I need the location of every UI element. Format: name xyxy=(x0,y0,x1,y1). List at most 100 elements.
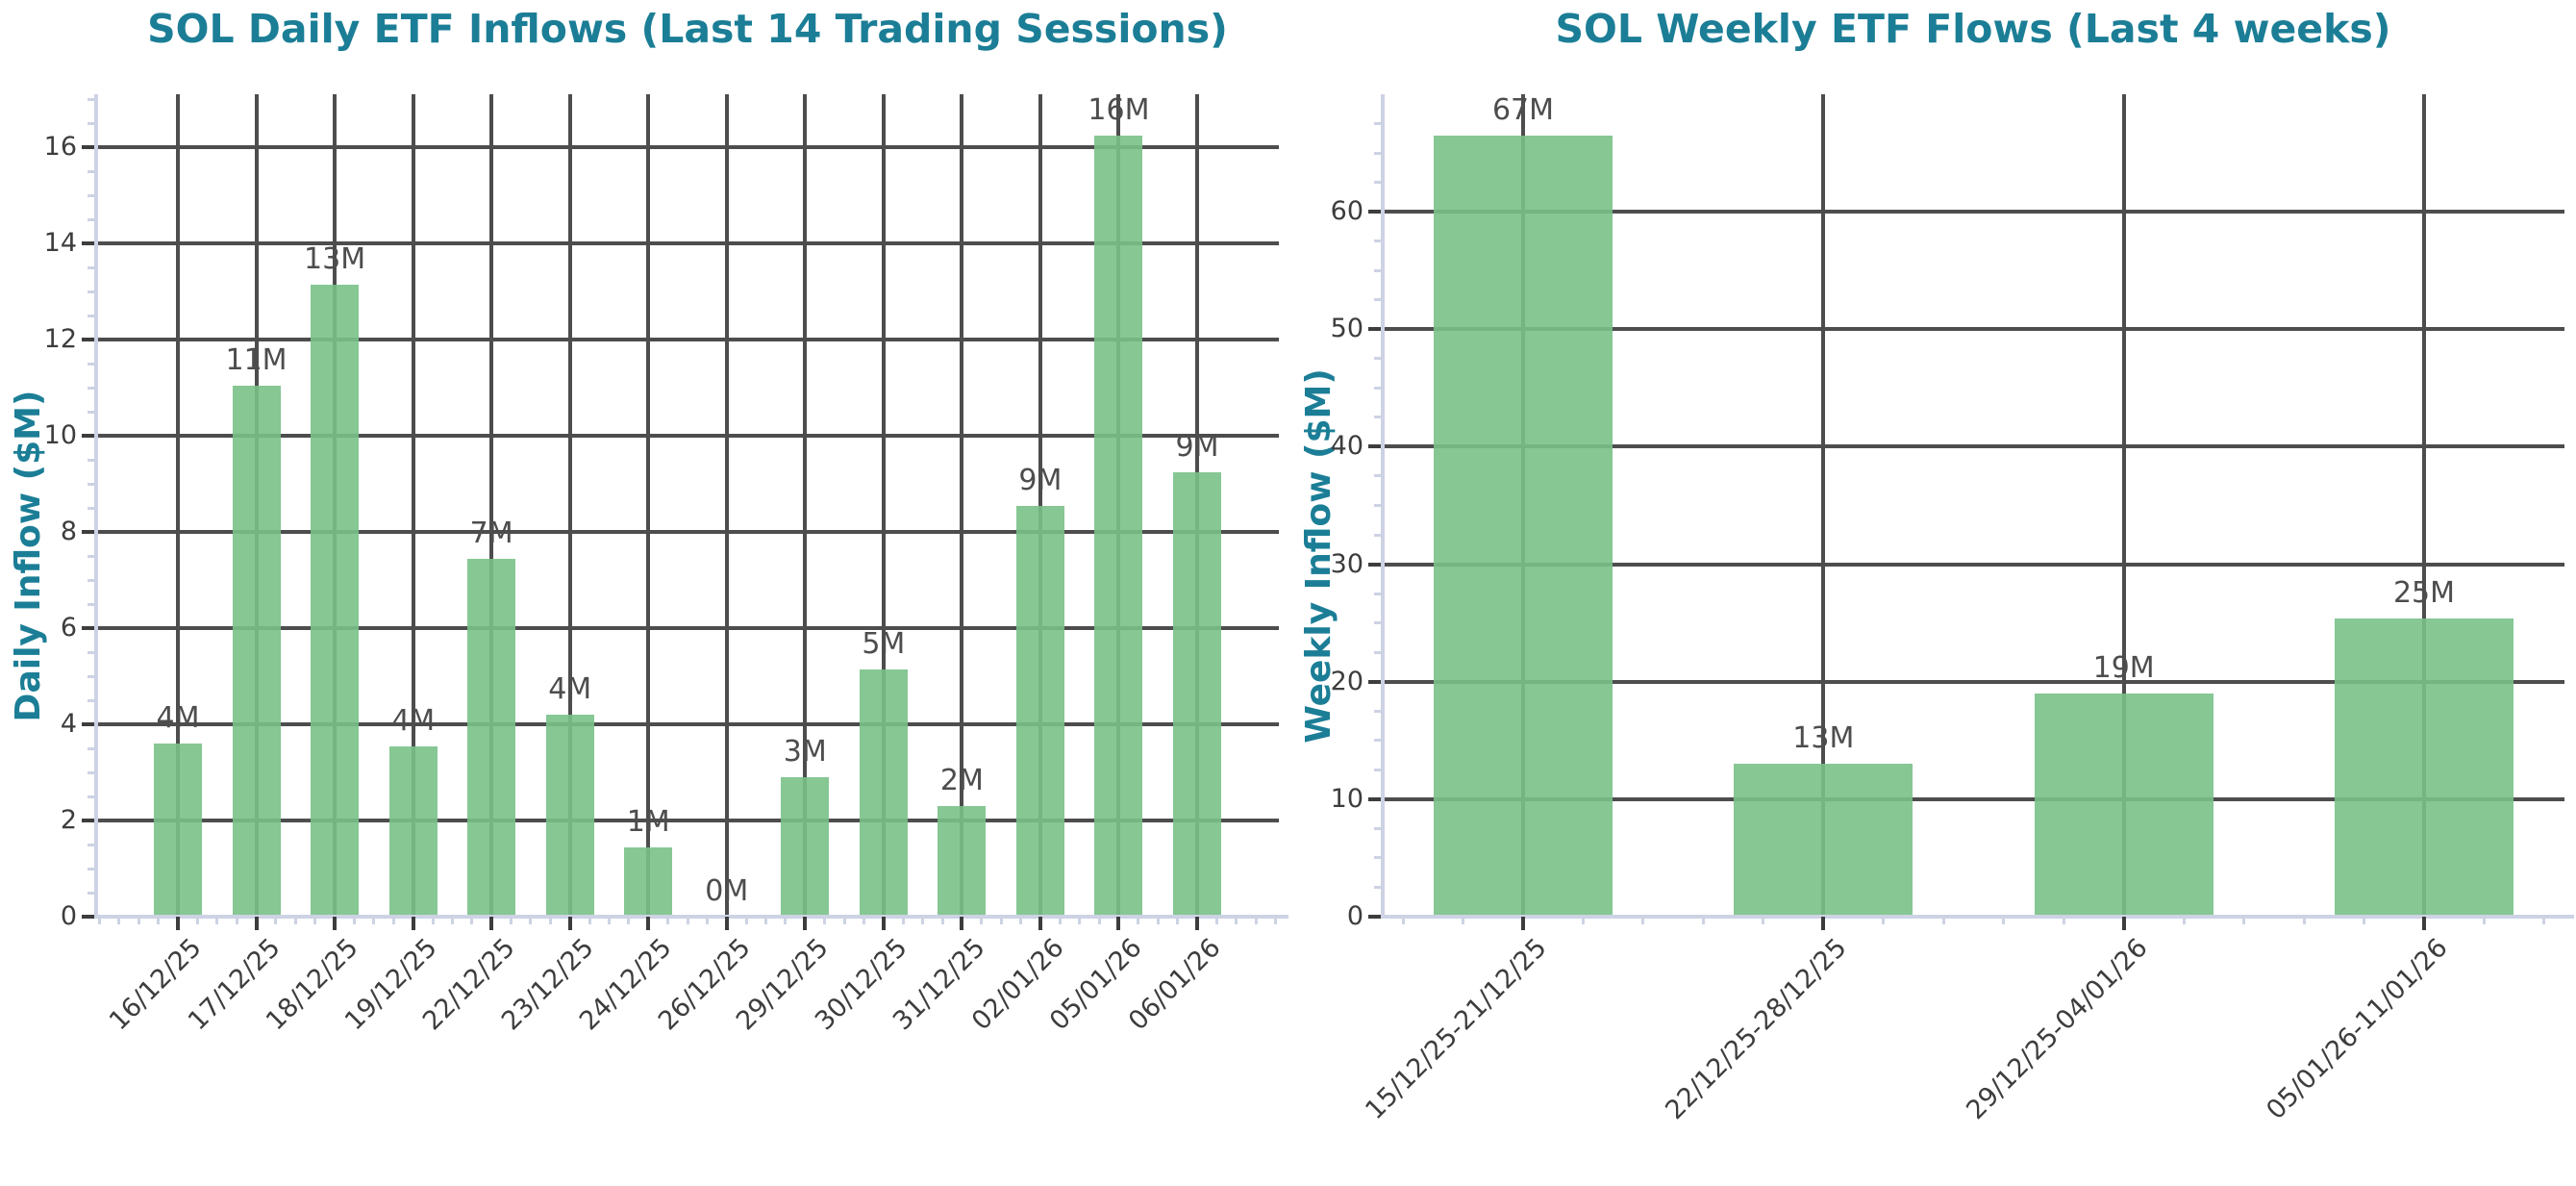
x-minor-tick xyxy=(1078,917,1082,924)
bar-value-label: 5M xyxy=(862,626,906,661)
y-minor-tick xyxy=(88,169,94,173)
bar-value-label: 9M xyxy=(1175,429,1219,464)
x-minor-tick xyxy=(1701,917,1705,924)
bar xyxy=(2034,693,2213,917)
y-tick-label: 16 xyxy=(43,132,77,162)
y-tick-label: 6 xyxy=(60,613,77,643)
y-major-tick xyxy=(82,722,94,726)
x-minor-tick xyxy=(529,917,533,924)
y-minor-tick xyxy=(1374,768,1381,771)
y-major-tick xyxy=(1368,915,1381,919)
x-minor-tick xyxy=(705,917,709,924)
x-minor-tick xyxy=(1235,917,1238,924)
y-minor-tick xyxy=(88,121,94,125)
x-minor-tick xyxy=(235,917,238,924)
x-minor-tick xyxy=(274,917,278,924)
x-major-tick xyxy=(1038,917,1042,930)
x-major-tick xyxy=(567,917,572,930)
y-minor-tick xyxy=(1374,533,1381,537)
gridline-horizontal xyxy=(1383,679,2564,684)
x-minor-tick xyxy=(940,917,944,924)
y-minor-tick xyxy=(1374,268,1381,272)
gridline-vertical xyxy=(803,94,808,917)
x-major-tick xyxy=(489,917,494,930)
y-minor-tick xyxy=(1374,151,1381,155)
x-minor-tick xyxy=(1581,917,1585,924)
x-minor-tick xyxy=(195,917,199,924)
x-minor-tick xyxy=(627,917,631,924)
y-tick-label: 14 xyxy=(43,228,77,258)
gridline-horizontal xyxy=(96,626,1279,630)
y-tick-label: 20 xyxy=(1330,666,1363,696)
x-minor-tick xyxy=(548,917,552,924)
gridline-horizontal xyxy=(1383,210,2564,214)
x-minor-tick xyxy=(2302,917,2306,924)
y-major-tick xyxy=(1368,679,1381,684)
bar-value-label: 3M xyxy=(783,735,827,769)
chart-title-daily: SOL Daily ETF Inflows (Last 14 Trading S… xyxy=(147,6,1228,52)
x-minor-tick xyxy=(510,917,513,924)
gridline-vertical xyxy=(881,94,886,917)
x-minor-tick xyxy=(97,917,101,924)
y-major-tick xyxy=(82,626,94,630)
y-minor-tick xyxy=(1374,504,1381,507)
x-minor-tick xyxy=(2062,917,2065,924)
y-minor-tick xyxy=(88,482,94,486)
y-minor-tick xyxy=(88,843,94,846)
x-major-tick xyxy=(724,917,729,930)
gridline-horizontal xyxy=(1383,327,2564,332)
x-major-tick xyxy=(1821,917,1826,930)
x-minor-tick xyxy=(1058,917,1062,924)
bar xyxy=(232,385,281,917)
x-minor-tick xyxy=(1762,917,1765,924)
gridline-vertical xyxy=(646,94,651,917)
x-minor-tick xyxy=(215,917,219,924)
y-tick-label: 2 xyxy=(60,805,77,835)
y-major-tick xyxy=(1368,210,1381,214)
y-tick-label: 4 xyxy=(60,709,77,739)
y-axis-spine xyxy=(1381,94,1385,919)
y-minor-tick xyxy=(1374,592,1381,595)
figure-canvas: SOL Daily ETF Inflows (Last 14 Trading S… xyxy=(9,6,2574,1125)
x-minor-tick xyxy=(2363,917,2366,924)
x-minor-tick xyxy=(2482,917,2486,924)
bar-value-label: 25M xyxy=(2392,575,2456,610)
y-minor-tick xyxy=(1374,122,1381,126)
x-minor-tick xyxy=(921,917,925,924)
y-minor-tick xyxy=(1374,474,1381,478)
y-tick-label: 0 xyxy=(1346,901,1363,931)
y-minor-tick xyxy=(88,458,94,462)
bar xyxy=(624,846,673,917)
x-major-tick xyxy=(881,917,886,930)
y-minor-tick xyxy=(1374,181,1381,185)
bar-value-label: 4M xyxy=(156,701,200,735)
gridline-horizontal xyxy=(1383,562,2564,567)
y-major-tick xyxy=(82,915,94,919)
x-minor-tick xyxy=(1137,917,1140,924)
x-axis-spine xyxy=(1373,915,2574,919)
gridline-vertical xyxy=(960,94,964,917)
y-minor-tick xyxy=(1374,885,1381,889)
gridline-horizontal xyxy=(96,338,1279,341)
y-major-tick xyxy=(82,145,94,149)
x-minor-tick xyxy=(1214,917,1218,924)
y-minor-tick xyxy=(1374,709,1381,713)
gridline-vertical xyxy=(2422,94,2426,917)
y-major-tick xyxy=(1368,562,1381,567)
x-minor-tick xyxy=(1097,917,1101,924)
y-minor-tick xyxy=(1374,621,1381,625)
x-minor-tick xyxy=(1641,917,1645,924)
x-tick-label: 15/12/25-21/12/25 xyxy=(1360,932,1553,1126)
bar-value-label: 7M xyxy=(469,516,513,550)
y-minor-tick xyxy=(1374,856,1381,860)
y-minor-tick xyxy=(1374,386,1381,390)
x-minor-tick xyxy=(784,917,788,924)
x-minor-tick xyxy=(470,917,474,924)
bar xyxy=(859,669,908,917)
x-tick-label: 29/12/25-04/01/26 xyxy=(1960,932,2154,1126)
y-minor-tick xyxy=(1374,416,1381,419)
gridline-horizontal xyxy=(96,722,1279,726)
x-major-tick xyxy=(1521,917,1525,930)
y-tick-label: 12 xyxy=(43,324,77,354)
x-minor-tick xyxy=(293,917,297,924)
